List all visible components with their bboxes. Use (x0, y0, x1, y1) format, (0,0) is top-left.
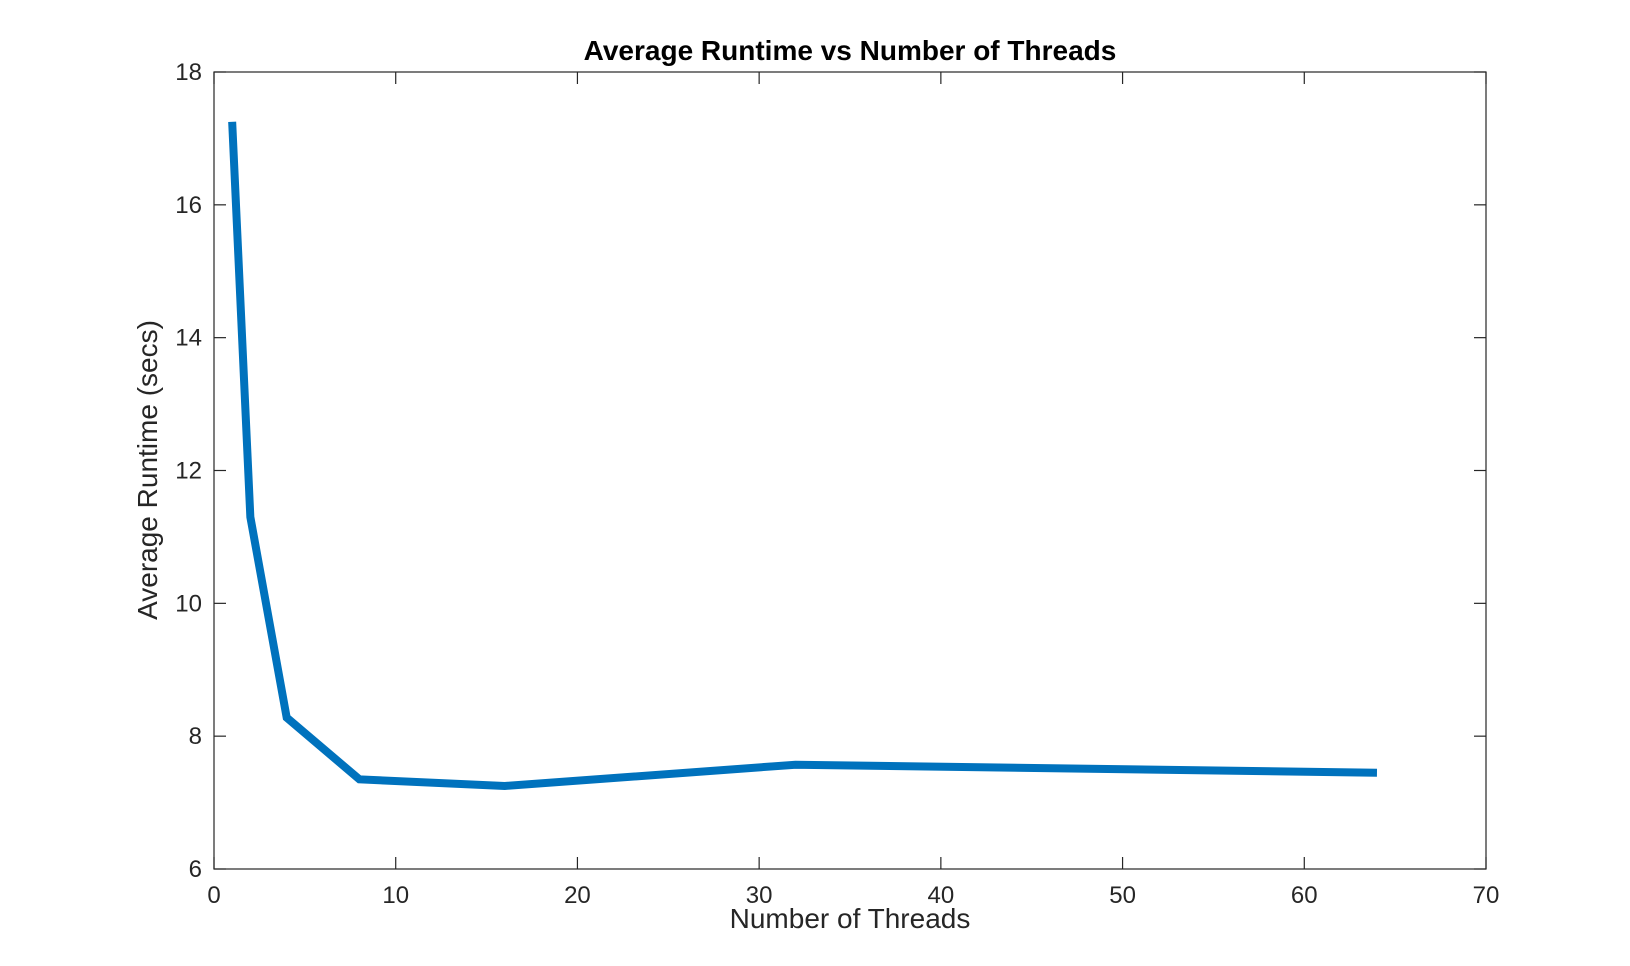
y-axis-label: Average Runtime (secs) (132, 320, 163, 620)
x-tick-label: 60 (1291, 882, 1318, 909)
x-tick-label: 40 (928, 882, 955, 909)
y-axis: 6 8 10 12 14 16 18 (175, 59, 1486, 883)
y-tick-label: 6 (189, 856, 202, 883)
y-tick-label: 12 (175, 458, 202, 485)
y-tick-label: 8 (189, 723, 202, 750)
x-axis-label: Number of Threads (730, 903, 971, 934)
y-tick-label: 14 (175, 325, 202, 352)
plot-background (214, 72, 1486, 869)
y-tick-label: 18 (175, 59, 202, 86)
x-tick-label: 50 (1109, 882, 1136, 909)
x-tick-label: 20 (564, 882, 591, 909)
x-tick-label: 10 (382, 882, 409, 909)
x-tick-label: 0 (207, 882, 220, 909)
y-tick-label: 10 (175, 590, 202, 617)
series-layer (228, 121, 1378, 790)
series-line (228, 121, 1378, 790)
y-tick-label: 16 (175, 192, 202, 219)
x-tick-label: 70 (1473, 882, 1500, 909)
x-tick-label: 30 (746, 882, 773, 909)
x-axis: 0 10 20 30 40 50 60 70 (207, 72, 1499, 909)
chart-title: Average Runtime vs Number of Threads (584, 35, 1117, 66)
